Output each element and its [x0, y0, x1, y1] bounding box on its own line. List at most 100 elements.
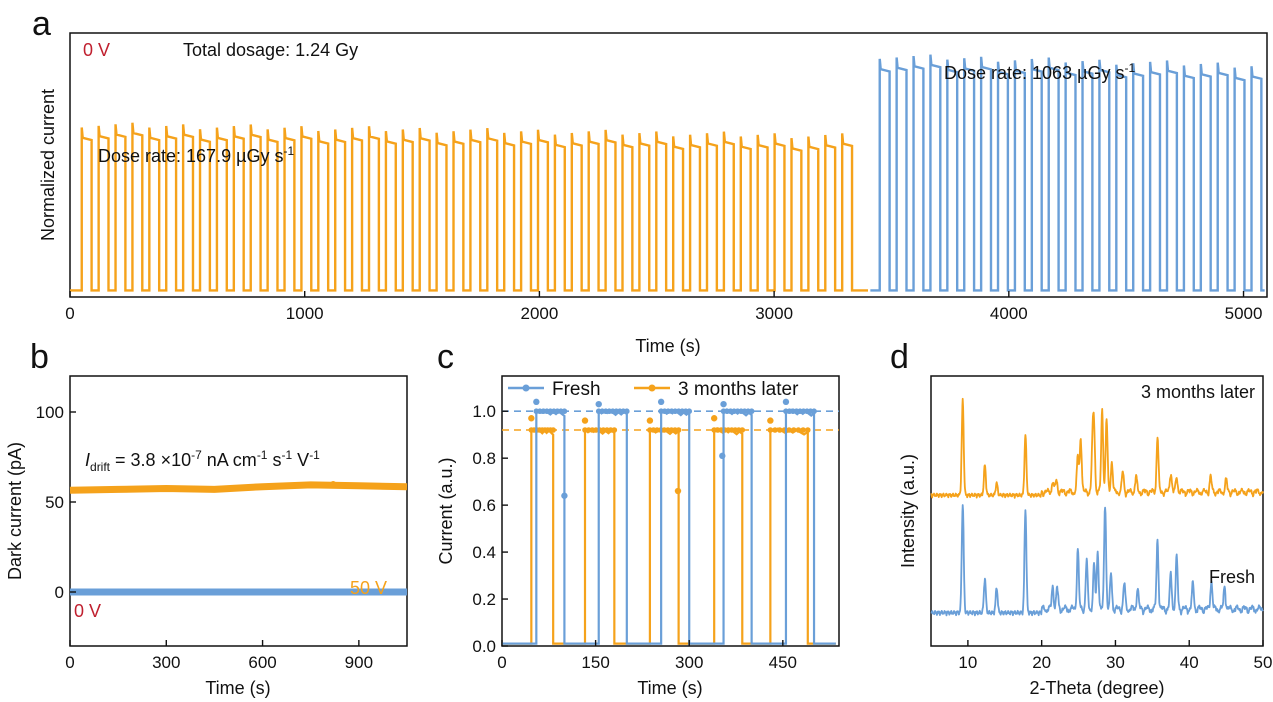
panel-a-series-orange — [70, 122, 868, 292]
panel-d-xlabel: 2-Theta (degree) — [1029, 678, 1164, 698]
panel-b-chart: 0 300 600 900 0 50 100 Time (s) Dark current … — [5, 375, 408, 698]
panel-b-drift-I: I — [85, 450, 90, 470]
panel-c-spike-point — [782, 398, 790, 406]
panel-b-y-tick-label: 50 — [45, 493, 64, 512]
panel-b-series-orange — [69, 481, 408, 494]
panel-c-spike-point — [657, 398, 665, 406]
panel-b-x-tick-label: 0 — [65, 653, 74, 672]
panel-c-y-tick-label: 1.0 — [472, 402, 496, 421]
panel-a-dose-rate-1-exp: -1 — [283, 144, 294, 158]
panel-c-point — [550, 427, 556, 433]
panel-a-letter: a — [32, 5, 51, 43]
panel-a-x-tick-label: 3000 — [755, 304, 793, 323]
panel-c-y-ticks: 0.0 0.2 0.4 0.6 0.8 1.0 — [472, 402, 508, 656]
panel-b-y-tick-label: 0 — [55, 583, 64, 602]
panel-d-series-blue — [930, 504, 1264, 617]
panel-c-outlier-point — [674, 487, 682, 495]
panel-d-x-tick-label: 20 — [1032, 653, 1051, 672]
panel-d-series-orange — [930, 397, 1264, 499]
panel-b-0v-label: 0 V — [74, 601, 101, 621]
panel-b-y-ticks: 0 50 100 — [36, 403, 76, 602]
panel-c-series — [502, 398, 836, 645]
panel-b-drift-unit3-exp: -1 — [309, 448, 320, 462]
panel-a-x-tick-label: 2000 — [520, 304, 558, 323]
panel-b-xlabel: Time (s) — [205, 678, 270, 698]
panel-a-x-tick-label: 4000 — [990, 304, 1028, 323]
legend-fresh-swatch-marker — [522, 384, 530, 392]
panel-c-letter: c — [437, 338, 454, 376]
panel-b-letter: b — [30, 338, 49, 376]
panel-c-y-tick-label: 0.6 — [472, 496, 496, 515]
panel-b-ylabel: Dark current (pA) — [5, 442, 25, 580]
panel-a-dose-rate-2-main: Dose rate: 1063 µGy s — [944, 63, 1124, 83]
panel-d-label-3-months: 3 months later — [1141, 382, 1255, 402]
legend-fresh-label: Fresh — [552, 379, 601, 400]
panel-b-x-tick-label: 600 — [248, 653, 276, 672]
panel-d-x-tick-label: 30 — [1106, 653, 1125, 672]
panel-c-x-ticks: 0 150 300 450 — [497, 640, 797, 672]
panel-b-drift-unit2: s — [267, 450, 281, 470]
panel-b-x-tick-label: 900 — [345, 653, 373, 672]
panel-a-x-tick-label: 0 — [65, 304, 74, 323]
panel-d-x-tick-label: 40 — [1180, 653, 1199, 672]
panel-b-series — [69, 481, 408, 596]
panel-d-x-tick-label: 50 — [1254, 653, 1273, 672]
panel-b-x-tick-label: 300 — [152, 653, 180, 672]
panel-c-spike-point — [710, 415, 718, 422]
panel-b-drift-unit1: nA cm — [202, 450, 257, 470]
panel-b-drift-unit2-exp: -1 — [282, 448, 293, 462]
panel-c-point — [772, 427, 778, 433]
panel-d-frame — [930, 375, 1264, 647]
panel-c-point — [776, 427, 783, 433]
panel-c-point — [790, 427, 797, 433]
panel-c-x-tick-label: 450 — [769, 653, 797, 672]
panel-c-point — [786, 427, 792, 433]
panel-d-series — [930, 397, 1264, 617]
panel-c-outlier-point — [561, 492, 568, 499]
panel-c-spike-point — [595, 400, 602, 408]
panel-b-y-tick-label: 100 — [36, 403, 64, 422]
panel-c-point — [811, 408, 817, 415]
panel-a-chart: 0 1000 2000 3000 4000 5000 Time (s) Normalize… — [38, 32, 1268, 356]
panel-c-point — [561, 408, 568, 415]
panel-c-spike-point — [720, 400, 727, 408]
panel-c-point — [624, 408, 630, 415]
panel-c-point — [686, 408, 693, 415]
panel-a-x-tick-label: 1000 — [286, 304, 324, 323]
panel-d-x-tick-label: 10 — [958, 653, 977, 672]
panel-c-point — [795, 427, 802, 433]
panel-a-series-blue — [870, 54, 1265, 292]
legend-later-swatch-marker — [648, 384, 656, 392]
panel-b-drift-unit3: V — [292, 450, 309, 470]
panel-c-point — [804, 427, 811, 433]
panel-c-xlabel: Time (s) — [637, 678, 702, 698]
panel-d-ylabel: Intensity (a.u.) — [898, 454, 918, 568]
panel-a-dose-rate-1-main: Dose rate: 167.9 µGy s — [98, 146, 283, 166]
panel-b-drift-exp: -7 — [191, 448, 202, 462]
panel-a-x-tick-label: 5000 — [1225, 304, 1263, 323]
panel-c-spike-point — [767, 417, 774, 424]
panel-c-spike-point — [646, 417, 654, 424]
panel-c-reference-lines — [502, 410, 839, 431]
panel-a-series — [70, 54, 1265, 292]
panel-d-label-fresh: Fresh — [1209, 567, 1255, 587]
panel-b-drift-unit1-exp: -1 — [257, 448, 268, 462]
panel-c-spike-point — [533, 398, 540, 406]
panel-c-spike-point — [528, 415, 535, 422]
panel-c-point — [611, 427, 618, 433]
panel-b-drift-annotation: Idrift = 3.8 ×10-7 nA cm-1 s-1 V-1 — [85, 448, 320, 474]
panel-a-ylabel: Normalized current — [38, 89, 58, 241]
panel-a-bias-label: 0 V — [83, 40, 110, 60]
panel-c-point — [739, 427, 746, 433]
panel-b-marker — [330, 481, 337, 487]
panel-c-point — [675, 427, 682, 433]
panel-a-total-dosage: Total dosage: 1.24 Gy — [183, 40, 358, 60]
panel-c-y-tick-label: 0.0 — [472, 637, 496, 656]
panel-d-x-ticks: 10 20 30 40 50 — [958, 640, 1272, 672]
panel-c-outlier-point — [719, 452, 726, 460]
panel-a-dose-rate-2: Dose rate: 1063 µGy s-1 — [944, 61, 1135, 83]
legend-later-label: 3 months later — [678, 379, 799, 400]
panel-a-x-ticks: 0 1000 2000 3000 4000 5000 — [65, 291, 1262, 323]
panel-a-dose-rate-1: Dose rate: 167.9 µGy s-1 — [98, 144, 294, 166]
